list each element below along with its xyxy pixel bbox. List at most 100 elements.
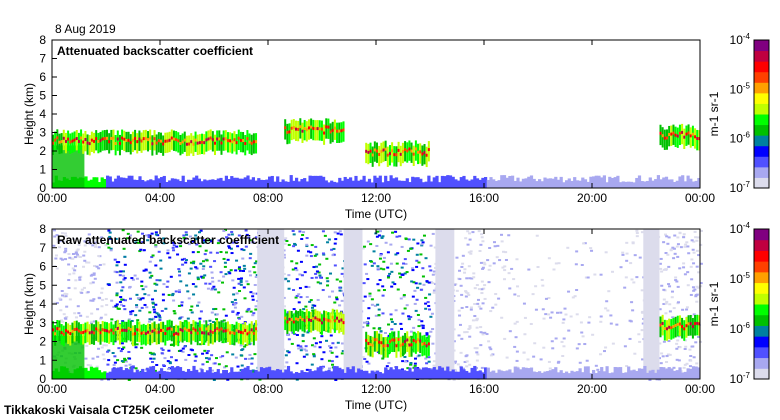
y-axis-label: Height (km) (22, 83, 36, 145)
cloud-core-cell (116, 137, 119, 141)
cloud-core-cell (417, 338, 420, 342)
noise-cell (222, 308, 226, 311)
noise-cell (71, 252, 75, 255)
noise-cell (464, 295, 468, 298)
noise-cell (504, 251, 508, 254)
cloud-cell (209, 322, 212, 344)
boundary-layer-cell (281, 179, 285, 188)
noise-cell (607, 290, 611, 293)
boundary-layer-cell (84, 176, 88, 188)
noise-cell (425, 280, 429, 283)
boundary-layer-cell (338, 177, 342, 188)
noise-cell (480, 366, 484, 369)
boundary-layer-cell (232, 371, 237, 379)
noise-cell (293, 333, 297, 336)
noise-cell (475, 284, 479, 287)
cloud-cell (412, 331, 415, 353)
boundary-layer-cell (465, 370, 469, 379)
cloud-cell (318, 120, 321, 141)
noise-cell (682, 262, 686, 265)
cloud-core-cell (214, 328, 216, 332)
noise-cell (241, 348, 245, 351)
noise-cell (323, 234, 327, 237)
noise-cell (481, 302, 485, 305)
noise-cell (145, 306, 149, 309)
noise-cell (235, 259, 239, 262)
noise-cell (178, 317, 182, 320)
boundary-layer-cell (170, 178, 174, 188)
noise-cell (416, 242, 420, 245)
noise-cell (297, 301, 301, 304)
noise-cell (334, 378, 338, 381)
noise-cell (245, 310, 249, 313)
cloud-cell (307, 311, 310, 332)
noise-cell (56, 241, 60, 244)
noise-cell (124, 364, 128, 367)
cloud-cell (179, 134, 182, 156)
boundary-layer-cell (365, 370, 369, 379)
noise-cell (209, 240, 213, 243)
boundary-layer-cell (430, 181, 434, 188)
cloud-core-cell (54, 138, 57, 142)
noise-cell (580, 263, 584, 266)
cloud-core-cell (157, 139, 160, 143)
noise-cell (534, 308, 538, 311)
boundary-layer-cell (349, 369, 353, 379)
boundary-layer-cell (176, 366, 180, 379)
cloud-cell (342, 314, 345, 335)
boundary-layer-cell (243, 367, 247, 379)
noise-cell (187, 354, 191, 357)
boundary-layer-cell (683, 371, 687, 379)
noise-cell (209, 239, 213, 242)
noise-cell (74, 265, 78, 268)
noise-cell (239, 277, 243, 280)
noise-cell (640, 289, 644, 292)
cloud-core-cell (325, 318, 328, 322)
cloud-cell (64, 321, 67, 343)
cloud-cell (222, 322, 225, 344)
cloud-cell (393, 146, 396, 167)
noise-cell (141, 297, 145, 300)
x-tick-label: 20:00 (577, 382, 607, 396)
cloud-cell (310, 118, 313, 139)
boundary-layer-cell (222, 180, 226, 188)
cloud-cell (95, 130, 98, 151)
noise-cell (665, 235, 669, 238)
noise-cell (412, 281, 416, 284)
noise-cell (500, 316, 504, 319)
noise-cell (237, 277, 241, 280)
noise-cell (460, 293, 464, 296)
noise-cell (366, 278, 370, 281)
cloud-cell (329, 312, 332, 334)
noise-cell (664, 268, 668, 271)
cloud-core-cell (185, 328, 188, 332)
cloud-core-cell (97, 328, 100, 332)
noise-cell (123, 277, 127, 280)
noise-cell (316, 281, 320, 284)
noise-cell (466, 292, 470, 295)
noise-cell (313, 254, 317, 257)
noise-cell (53, 235, 57, 238)
noise-cell (141, 232, 145, 235)
noise-cell (697, 335, 701, 338)
boundary-layer-cell (413, 367, 417, 379)
boundary-layer-cell (567, 178, 571, 188)
boundary-layer-cell (338, 367, 342, 379)
boundary-layer-cell (511, 372, 515, 379)
noise-cell (628, 319, 632, 322)
noise-cell (406, 249, 410, 252)
noise-cell (690, 258, 694, 261)
boundary-layer-cell (227, 179, 231, 188)
boundary-layer-cell (443, 176, 447, 188)
noise-cell (107, 283, 111, 286)
cloud-core-cell (674, 323, 677, 327)
cloud-core-cell (323, 317, 326, 321)
noise-cell (309, 251, 313, 254)
cloud-core-cell (659, 131, 662, 135)
cloud-core-cell (663, 136, 666, 140)
noise-cell (583, 242, 587, 245)
cloud-core-cell (153, 328, 156, 332)
noise-cell (96, 355, 100, 358)
boundary-layer-cell (216, 178, 220, 188)
